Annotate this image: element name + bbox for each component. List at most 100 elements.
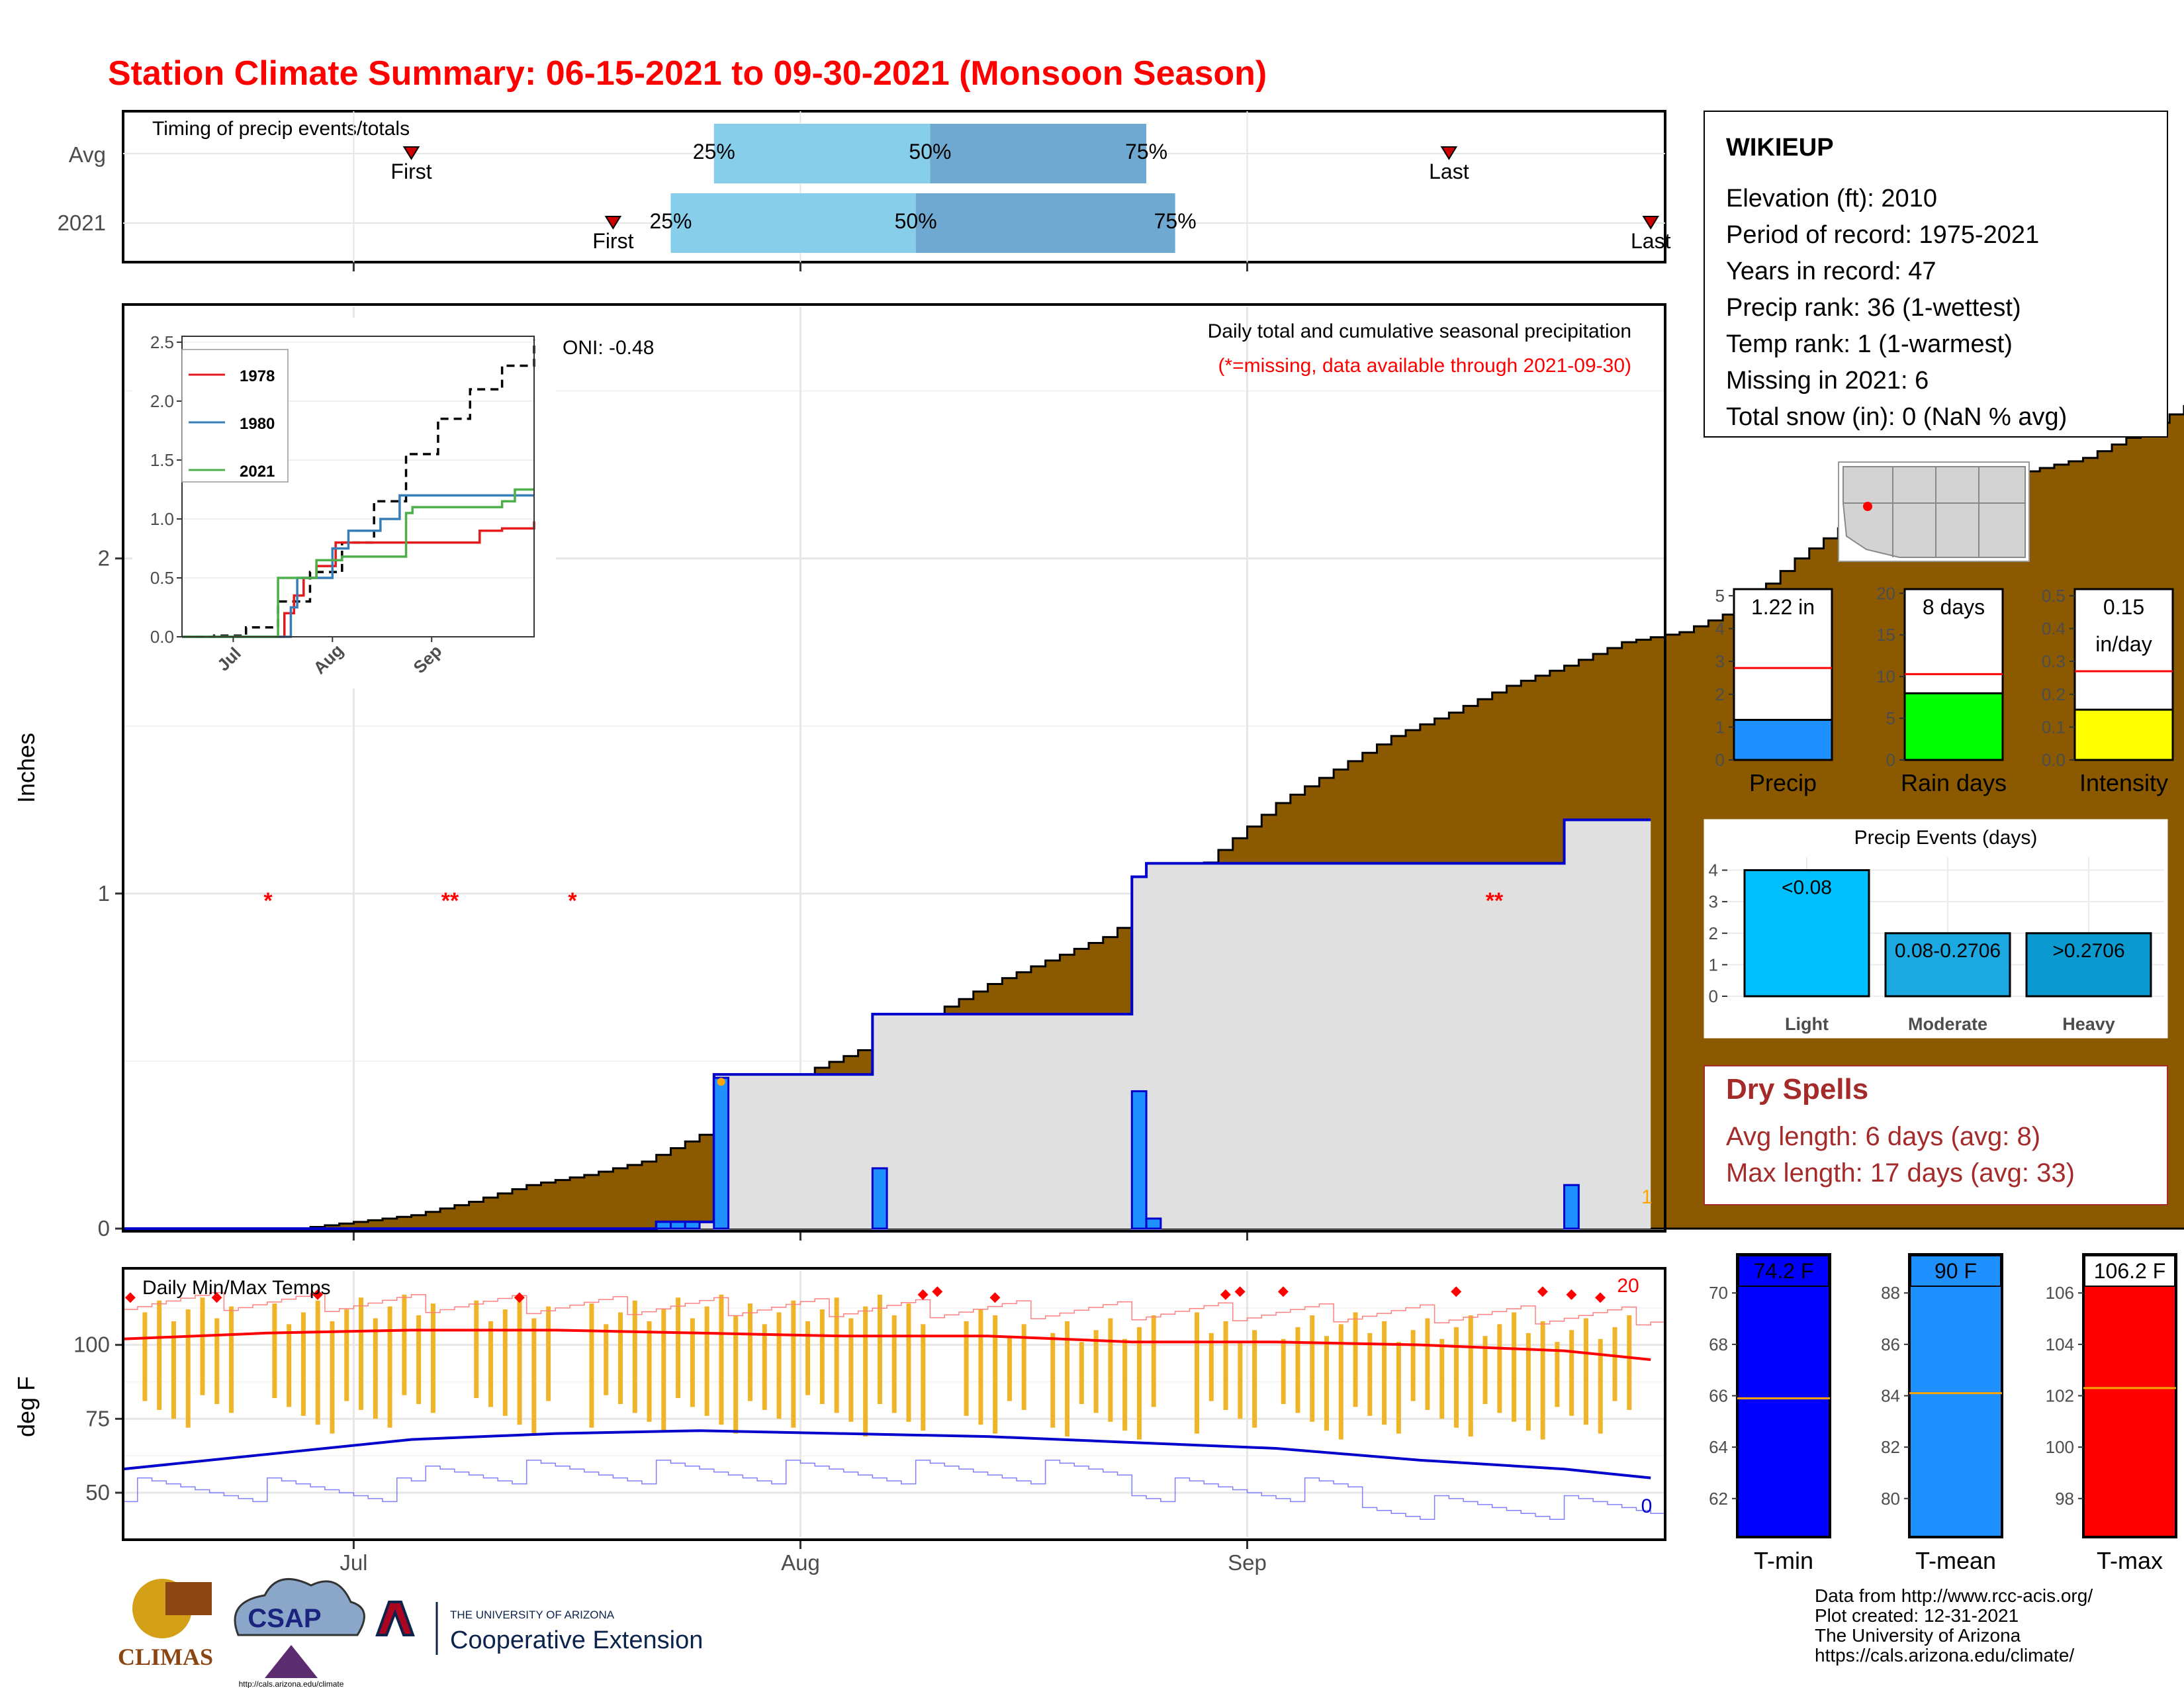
record-high-marker (312, 1289, 323, 1300)
temp-daily-bar (747, 1303, 752, 1401)
temp-daily-bar (1238, 1342, 1243, 1419)
timing-last-marker (1642, 216, 1660, 230)
summary-bars: 1.22 in 0 1 2 3 4 5 Precip 8 days 0 5 10 15 20 Rain da… (1715, 583, 2174, 796)
precip-chart: 0 1 2 (98, 404, 2184, 1241)
ua-big-text: Cooperative Extension (450, 1626, 703, 1654)
temp-daily-bar (1598, 1338, 1603, 1434)
station-line: Precip rank: 36 (1-wettest) (1726, 294, 2021, 322)
summary-label: Rain days (1901, 769, 2007, 796)
temp-daily-bar (993, 1315, 998, 1434)
station-location-marker (1863, 502, 1872, 511)
temp-daily-bar (921, 1324, 926, 1431)
events-ytick-label: 0 (1709, 986, 1718, 1006)
summary-ytick-label: 4 (1715, 619, 1725, 639)
record-high-marker (1234, 1286, 1246, 1297)
inset-frame (181, 336, 535, 637)
temp-summary-ytick-label: 62 (1709, 1489, 1728, 1509)
station-line: Elevation (ft): 2010 (1726, 185, 1937, 212)
page-title: Station Climate Summary: 06-15-2021 to 0… (108, 54, 1267, 93)
timing-first-marker (604, 216, 622, 230)
temp-daily-bar (474, 1300, 479, 1399)
temp-summary-ytick-label: 98 (2055, 1489, 2074, 1509)
temp-daily-bar (1252, 1330, 1257, 1428)
precip-note: (*=missing, data available through 2021-… (1218, 355, 1631, 377)
temp-daily-bar (1208, 1333, 1214, 1401)
summary-ytick-label: 0.4 (2042, 619, 2066, 639)
temp-daily-bar (1195, 1312, 1200, 1434)
count-max: 20 (1617, 1275, 1639, 1297)
dry-title: Dry Spells (1726, 1073, 1868, 1105)
csap-mountain (265, 1645, 318, 1678)
timing-first-label: First (592, 229, 633, 253)
temp-daily-bar (647, 1321, 652, 1422)
temp-daily-bar (171, 1321, 176, 1419)
temp-daily-bar (791, 1300, 796, 1428)
precip-ytick-label: 2 (98, 546, 110, 571)
temp-summary-ytick-label: 68 (1709, 1335, 1728, 1354)
summary-ytick-label: 0.5 (2042, 586, 2066, 606)
temp-title: Daily Min/Max Temps (142, 1277, 331, 1299)
temp-daily-bar (877, 1294, 882, 1404)
timing-row-2021: 2021 (58, 211, 106, 235)
precip-panel: 0 1 2 Daily total and cumulative seasonal … (13, 303, 2184, 1241)
events-ytick-label: 4 (1709, 861, 1718, 880)
timing-bars: 25% 50% 75% First Last 25% 50% 75% First Last (123, 111, 1671, 271)
dry-max: Max length: 17 days (avg: 33) (1726, 1158, 2075, 1188)
events-bar-label: >0.2706 (2052, 940, 2124, 962)
inset-ytick-label: 2.0 (150, 391, 174, 411)
temp-daily-bar (848, 1318, 854, 1422)
daily-precip-bar (684, 1221, 701, 1230)
ua-block-a (375, 1601, 415, 1636)
temp-daily-bar (185, 1309, 191, 1428)
daily-precip-bar (1145, 1217, 1162, 1230)
temp-daily-bar (1453, 1327, 1459, 1428)
temp-daily-bar (1353, 1312, 1358, 1407)
summary-ytick-label: 5 (1715, 586, 1725, 606)
temp-daily-bar (617, 1312, 623, 1404)
events-panel: Precip Events (days) 0 1 2 3 4 <0.08 Light 0.08… (1704, 819, 2168, 1039)
summary-ytick-label: 0.3 (2042, 651, 2066, 671)
temp-daily-bar (1525, 1333, 1531, 1431)
temp-summary-ytick-label: 66 (1709, 1386, 1728, 1406)
temp-daily-bar (373, 1318, 378, 1419)
temp-daily-bar (531, 1318, 537, 1434)
temp-daily-bar (964, 1321, 969, 1416)
timing-first-marker (402, 146, 420, 160)
temp-daily-bar (1295, 1327, 1300, 1413)
timing-p50-label: 50% (909, 140, 951, 164)
temp-daily-bar (142, 1312, 148, 1401)
locator-map (1838, 461, 2030, 562)
timing-last-marker (1440, 146, 1458, 160)
legend-label-1980: 1980 (240, 415, 275, 433)
temp-daily-bar (330, 1321, 335, 1434)
temp-daily-bar (1281, 1338, 1286, 1404)
summary-value: 1.22 in (1751, 595, 1815, 619)
temp-summary-ytick-label: 64 (1709, 1437, 1728, 1457)
dry-avg: Avg length: 6 days (avg: 8) (1726, 1122, 2040, 1151)
missing-mark: * (568, 888, 577, 914)
summary-ytick-label: 3 (1715, 651, 1725, 671)
temp-daily-bar (1338, 1324, 1343, 1440)
summary-value: 8 days (1923, 595, 1985, 619)
temp-daily-bar (978, 1309, 983, 1425)
ua-logo: THE UNIVERSITY OF ARIZONA Cooperative Ex… (375, 1601, 703, 1655)
cumulative-average-area (123, 404, 2184, 1230)
station-line: Temp rank: 1 (1-warmest) (1726, 330, 2013, 358)
station-box: WIKIEUP Elevation (ft): 2010 Period of r… (1704, 111, 2168, 438)
temp-daily-bar (157, 1300, 162, 1410)
summary-ytick-label: 0 (1715, 750, 1725, 770)
temp-daily-bar (1079, 1342, 1084, 1404)
daily-precip-bar (713, 1076, 730, 1230)
temp-daily-bar (1627, 1315, 1632, 1410)
temp-ytick-label: 100 (73, 1333, 110, 1357)
temp-daily-bar (1497, 1324, 1502, 1413)
record-high-marker (1537, 1286, 1548, 1297)
temp-summary-value: 90 F (1934, 1259, 1977, 1283)
temp-daily-bar (1151, 1315, 1156, 1407)
missing-mark: ** (1486, 888, 1504, 914)
last-value-label: 1 (1641, 1186, 1653, 1208)
missing-mark: ** (441, 888, 459, 914)
station-name: WIKIEUP (1726, 134, 1834, 162)
inset-ytick-label: 1.0 (150, 509, 174, 529)
